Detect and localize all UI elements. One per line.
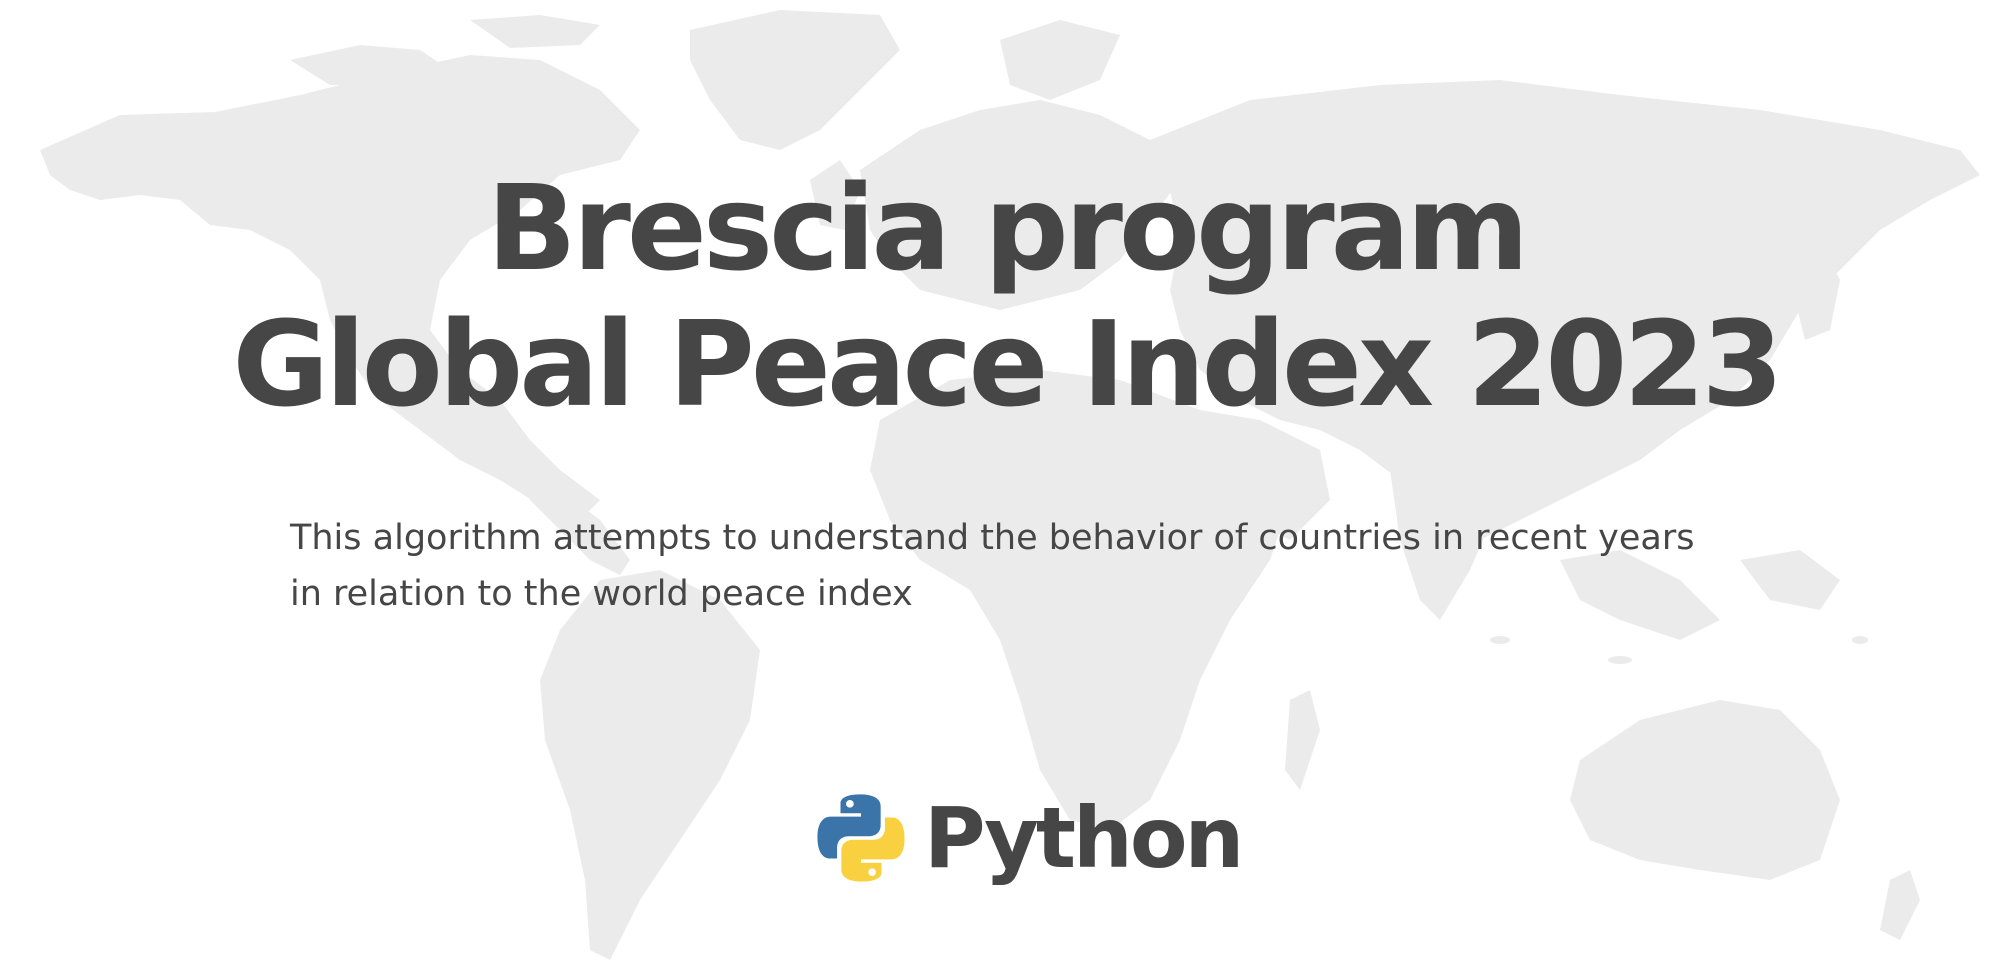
- title-line-2: Global Peace Index 2023: [232, 295, 1783, 433]
- python-logo-text: Python: [924, 789, 1244, 887]
- python-logo: Python: [814, 789, 1244, 887]
- subtitle-description: This algorithm attempts to understand th…: [290, 510, 1790, 622]
- python-logo-icon: [817, 794, 905, 882]
- title-line-1: Brescia program: [486, 159, 1529, 297]
- page-title: Brescia program Global Peace Index 2023: [0, 160, 2012, 432]
- subtitle-line-1: This algorithm attempts to understand th…: [290, 518, 1695, 558]
- subtitle-line-2: in relation to the world peace index: [290, 574, 913, 614]
